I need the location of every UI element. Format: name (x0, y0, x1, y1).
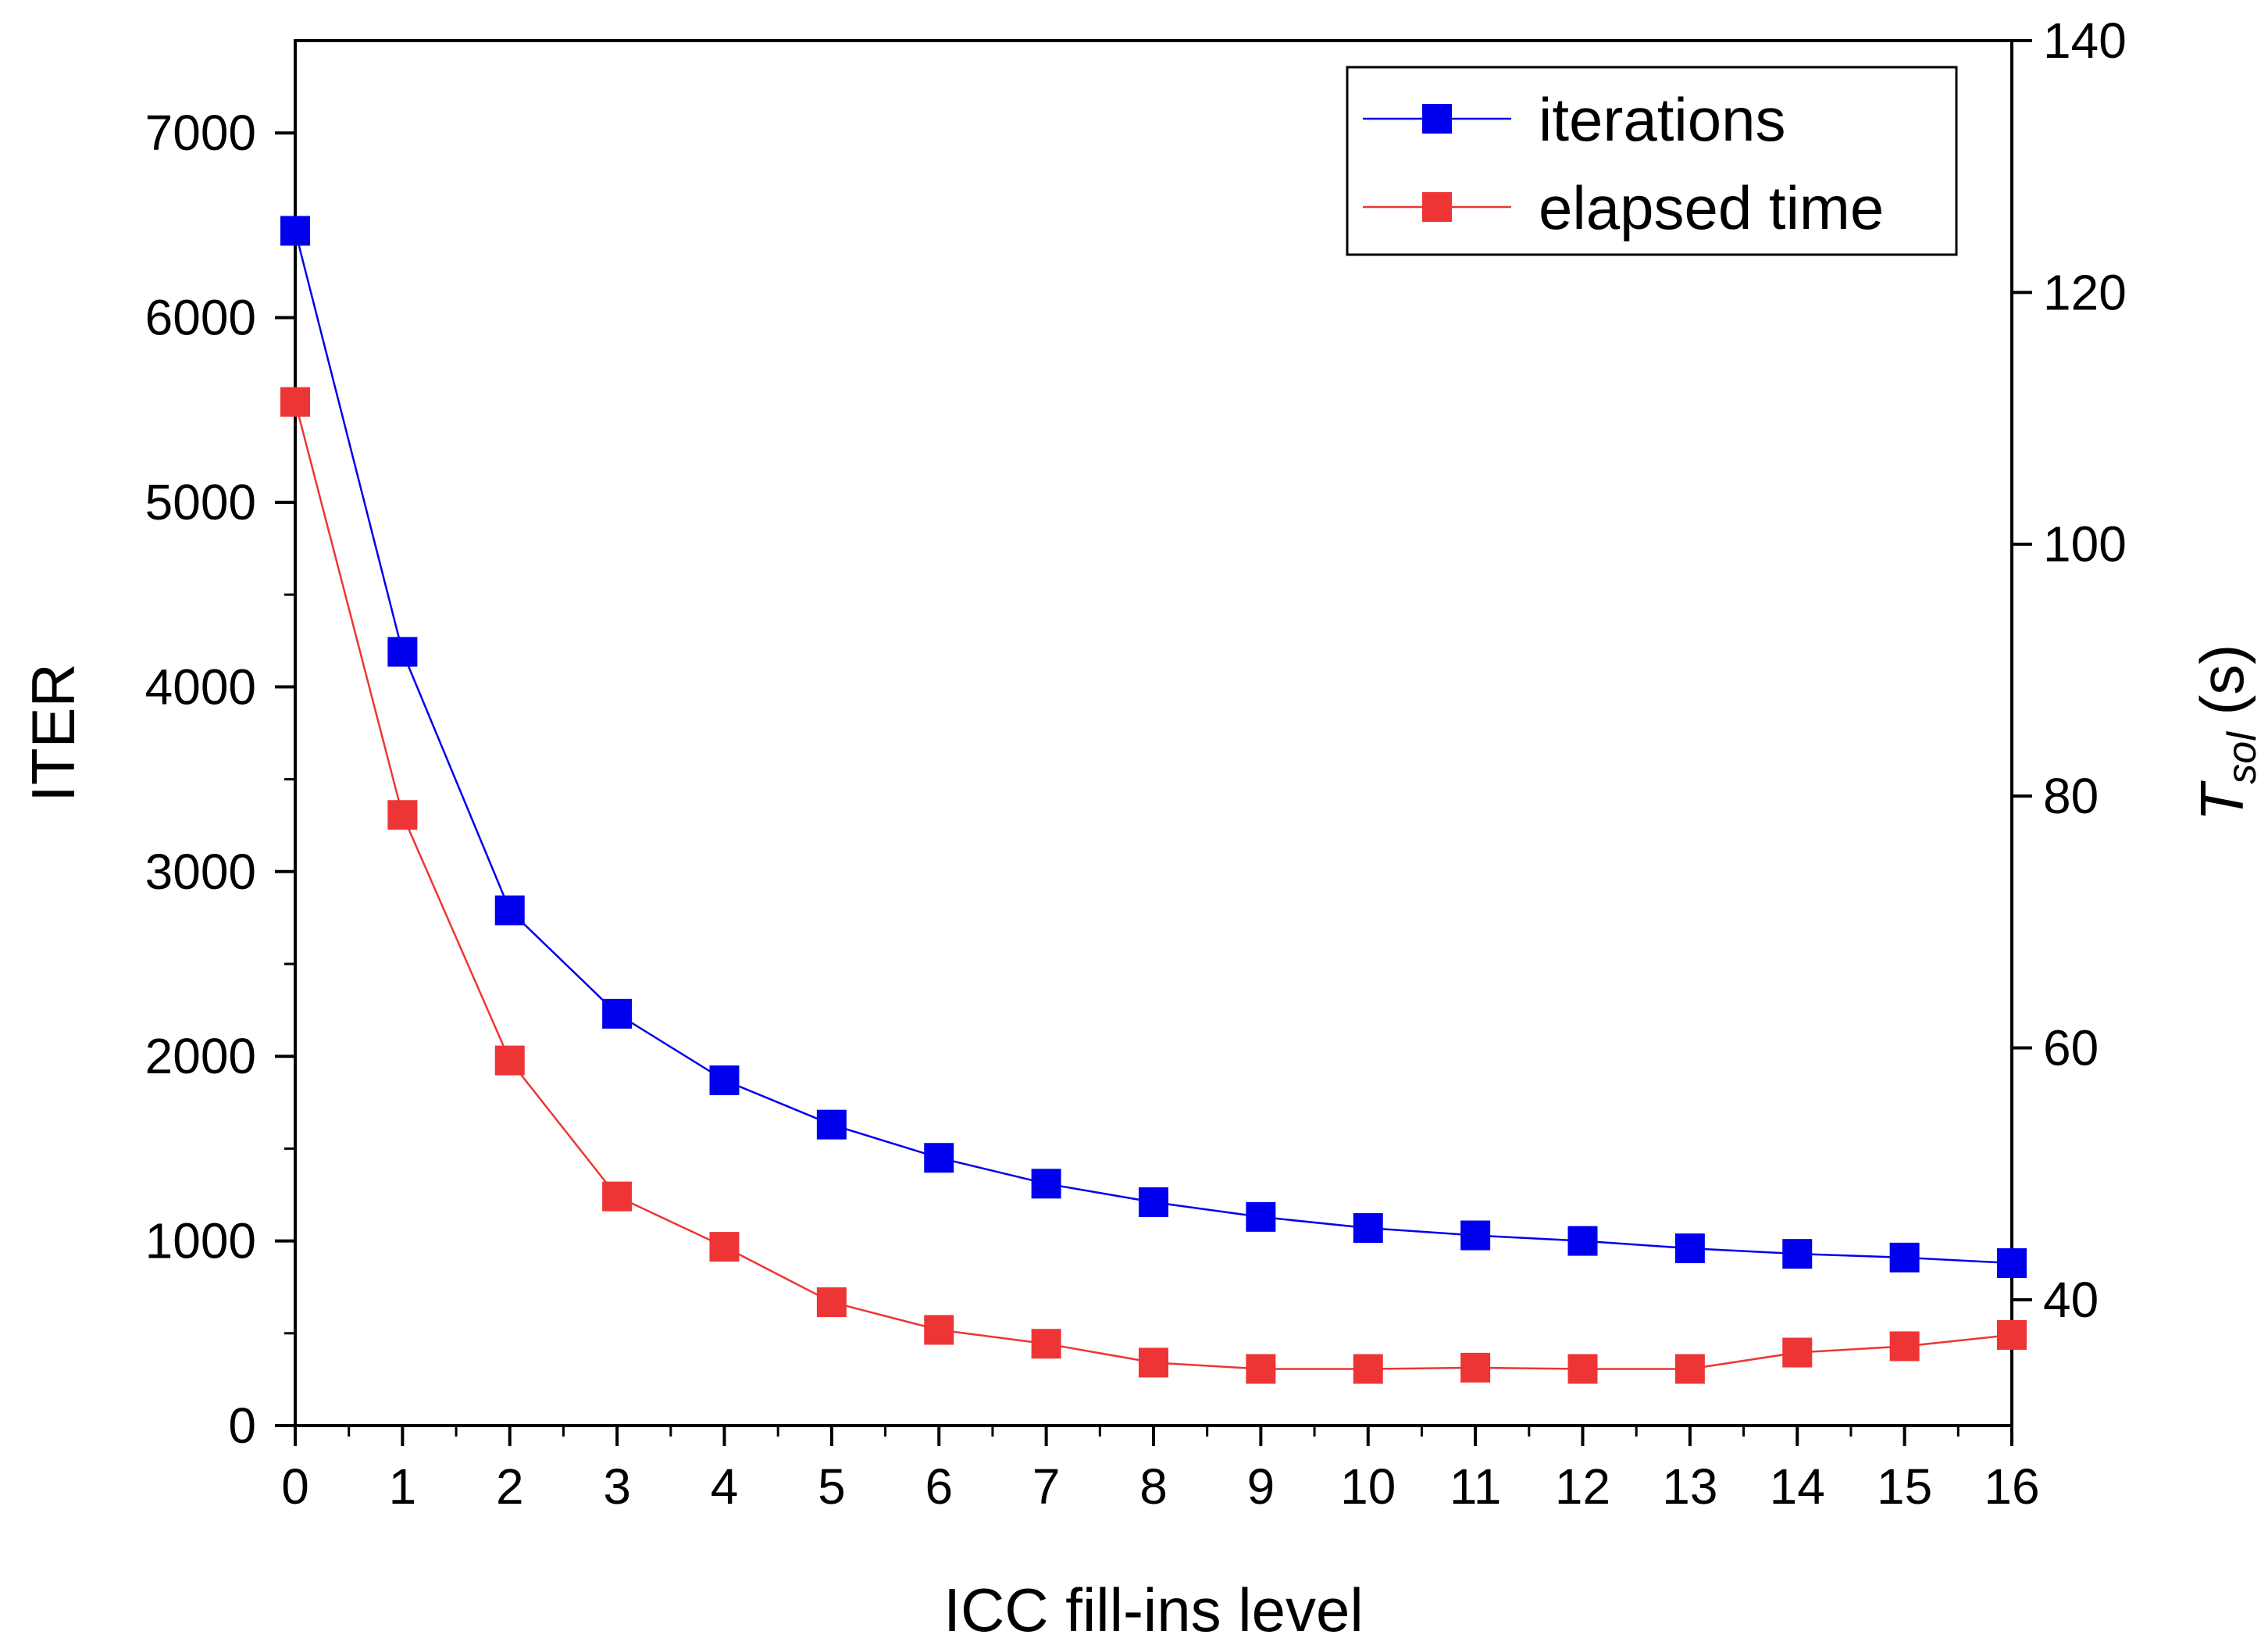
data-point-iterations (1567, 1226, 1598, 1256)
x-tick-label: 3 (603, 1458, 631, 1515)
data-point-iterations (1997, 1247, 2027, 1278)
data-point-iterations (387, 637, 418, 667)
data-point-iterations (1889, 1242, 1920, 1272)
data-point-elapsed-time (1997, 1319, 2027, 1350)
data-point-iterations (494, 895, 525, 926)
x-tick-label: 9 (1247, 1458, 1275, 1515)
data-point-iterations (1353, 1213, 1383, 1244)
legend-marker-iterations (1422, 104, 1452, 134)
legend-box (1346, 66, 1958, 256)
y2-tick-label: 40 (2043, 1272, 2099, 1328)
data-point-elapsed-time (494, 1045, 525, 1076)
data-point-iterations (709, 1065, 740, 1095)
y-tick-label: 6000 (145, 290, 256, 346)
y-tick-label: 1000 (145, 1213, 256, 1269)
x-tick-label: 10 (1340, 1458, 1396, 1515)
data-point-elapsed-time (816, 1287, 847, 1318)
x-tick-label: 7 (1032, 1458, 1061, 1515)
ticks-layer: 0 1 2 3 4 5 6 7 8 9 10 11 12 13 14 15 160100020003000400… (145, 12, 2127, 1515)
x-tick-label: 0 (281, 1458, 309, 1515)
series-layer (280, 216, 2027, 1384)
x-tick-label: 8 (1139, 1458, 1168, 1515)
y-axis-title: ITER (19, 663, 87, 802)
data-point-elapsed-time (1567, 1354, 1598, 1384)
legend-marker-elapsed-time (1422, 192, 1452, 222)
data-point-elapsed-time (1674, 1354, 1705, 1384)
y2-axis-title-main: T (2188, 780, 2256, 821)
legend-label-iterations: iterations (1539, 85, 1786, 154)
y2-axis-title-sub: sol (2220, 731, 2265, 784)
y2-tick-label: 120 (2043, 264, 2127, 320)
x-tick-label: 15 (1877, 1458, 1932, 1515)
data-point-iterations (816, 1109, 847, 1140)
x-axis-title: ICC fill-ins level (943, 1576, 1363, 1644)
data-point-iterations (1246, 1201, 1276, 1232)
data-point-iterations (1139, 1187, 1168, 1217)
data-point-elapsed-time (1246, 1354, 1276, 1384)
data-point-elapsed-time (387, 800, 418, 830)
y-tick-label: 3000 (145, 844, 256, 900)
y-tick-label: 0 (228, 1397, 256, 1454)
legend: iterations elapsed time (1346, 66, 1958, 256)
y2-axis-title: Tsol (s) (2188, 644, 2265, 822)
legend-label-elapsed-time: elapsed time (1539, 173, 1884, 242)
y-tick-label: 2000 (145, 1028, 256, 1084)
data-point-iterations (602, 998, 633, 1029)
x-tick-label: 6 (925, 1458, 953, 1515)
data-point-elapsed-time (602, 1181, 633, 1212)
data-point-iterations (1674, 1233, 1705, 1264)
data-point-iterations (1031, 1169, 1061, 1199)
data-point-elapsed-time (1353, 1354, 1383, 1384)
x-tick-label: 11 (1450, 1458, 1501, 1515)
y2-tick-label: 60 (2043, 1019, 2099, 1076)
y2-axis-title-unit: (s) (2188, 644, 2256, 733)
data-point-iterations (1460, 1220, 1491, 1251)
x-tick-label: 12 (1555, 1458, 1610, 1515)
y-tick-label: 5000 (145, 474, 256, 530)
data-point-elapsed-time (1139, 1347, 1168, 1378)
x-tick-label: 16 (1984, 1458, 2039, 1515)
x-tick-label: 5 (818, 1458, 846, 1515)
series-line-elapsed-time (294, 402, 2013, 1370)
data-point-elapsed-time (1889, 1331, 1920, 1362)
y2-tick-label: 80 (2043, 768, 2099, 824)
data-point-iterations (924, 1143, 954, 1173)
y-tick-label: 7000 (145, 105, 256, 161)
y2-tick-label: 140 (2043, 12, 2127, 69)
data-point-elapsed-time (709, 1232, 740, 1262)
data-point-iterations (280, 216, 310, 246)
data-point-elapsed-time (1031, 1329, 1061, 1359)
x-tick-label: 1 (389, 1458, 417, 1515)
data-point-elapsed-time (280, 387, 310, 417)
data-point-elapsed-time (924, 1315, 954, 1345)
data-point-iterations (1782, 1239, 1813, 1269)
y-tick-label: 4000 (145, 659, 256, 715)
data-point-elapsed-time (1782, 1337, 1813, 1368)
y2-tick-label: 100 (2043, 516, 2127, 573)
x-tick-label: 14 (1770, 1458, 1825, 1515)
x-tick-label: 4 (711, 1458, 739, 1515)
series-line-iterations (294, 230, 2013, 1265)
x-tick-label: 2 (496, 1458, 524, 1515)
data-point-elapsed-time (1460, 1352, 1491, 1383)
x-tick-label: 13 (1662, 1458, 1717, 1515)
